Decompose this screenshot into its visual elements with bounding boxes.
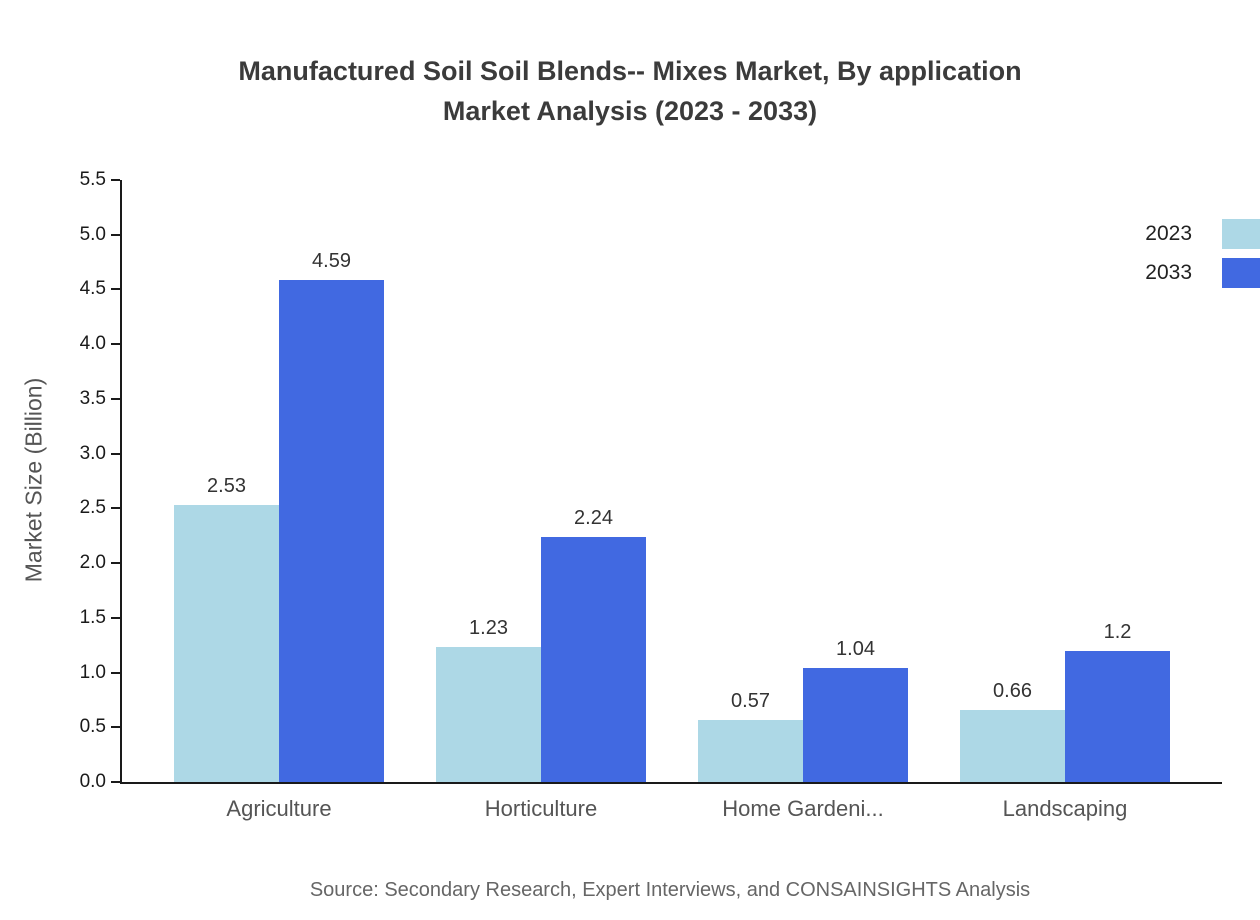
x-category-label: Horticulture: [484, 796, 598, 821]
legend: 2023 2033: [1145, 219, 1260, 297]
chart-title: Manufactured Soil Soil Blends-- Mixes Ma…: [0, 51, 1260, 131]
y-tick: [111, 343, 120, 346]
source-text: Source: Secondary Research, Expert Inter…: [309, 879, 1031, 901]
legend-item-label: 2023: [1145, 222, 1192, 245]
x-category-label: Home Gardeni...: [722, 796, 884, 821]
y-tick: [111, 671, 120, 674]
bar-value-label: 2.24: [574, 506, 613, 529]
bar-2033: [541, 536, 646, 782]
bar-2033: [279, 279, 384, 782]
y-tick-label: 0.5: [79, 716, 106, 738]
chart-title-line1: Manufactured Soil Soil Blends-- Mixes Ma…: [238, 56, 1022, 86]
legend-item-2023: 2023: [1145, 219, 1260, 249]
y-tick: [111, 616, 120, 619]
bar-value-label: 1.2: [1103, 620, 1132, 643]
bar-value-label: 1.23: [469, 617, 508, 640]
bar-2033: [1065, 650, 1170, 782]
y-tick: [111, 233, 120, 236]
bar-value-label: 0.66: [993, 679, 1032, 702]
y-tick-label: 2.5: [79, 497, 106, 519]
y-axis-label: Market Size (Billion): [20, 377, 47, 583]
y-tick-label: 5.5: [79, 169, 106, 190]
y-tick-label: 0.0: [79, 771, 106, 792]
y-tick-label: 4.0: [79, 333, 106, 355]
y-tick: [111, 179, 120, 181]
legend-item-label: 2033: [1145, 261, 1192, 284]
chart-title-line2: Market Analysis (2023 - 2033): [442, 96, 818, 126]
y-tick: [111, 452, 120, 455]
bar-value-label: 0.57: [731, 689, 770, 712]
y-tick: [111, 726, 120, 729]
y-tick: [111, 562, 120, 565]
bar-2023: [698, 719, 803, 782]
bar-2023: [960, 709, 1065, 782]
bar-2023: [174, 505, 279, 782]
bar-value-label: 2.53: [207, 475, 246, 498]
legend-swatch-2023: [1222, 219, 1260, 249]
x-category-label: Agriculture: [226, 796, 332, 821]
y-tick-label: 3.5: [79, 387, 106, 409]
y-tick-label: 3.0: [79, 442, 106, 464]
bar-2033: [803, 668, 908, 782]
legend-item-2033: 2033: [1145, 258, 1260, 288]
y-tick: [111, 397, 120, 400]
plot-area: 0.0 0.5 1.0 1.5 2.0 2.5 3.0 3.5 4.0 4.5 5.0 5.5 2.53…: [80, 169, 1222, 821]
x-category-label: Landscaping: [1002, 796, 1128, 821]
y-tick: [111, 507, 120, 510]
y-tick-label: 2.0: [79, 552, 106, 574]
bar-value-label: 4.59: [312, 249, 351, 272]
y-tick: [111, 288, 120, 291]
legend-swatch-2033: [1222, 258, 1260, 288]
y-tick-label: 5.0: [79, 223, 106, 245]
y-tick-label: 1.0: [79, 661, 106, 683]
y-tick-label: 1.5: [79, 606, 106, 628]
y-tick: [111, 781, 120, 783]
bar-2023: [436, 647, 541, 782]
y-tick-label: 4.5: [79, 278, 106, 300]
bar-value-label: 1.04: [836, 638, 875, 661]
